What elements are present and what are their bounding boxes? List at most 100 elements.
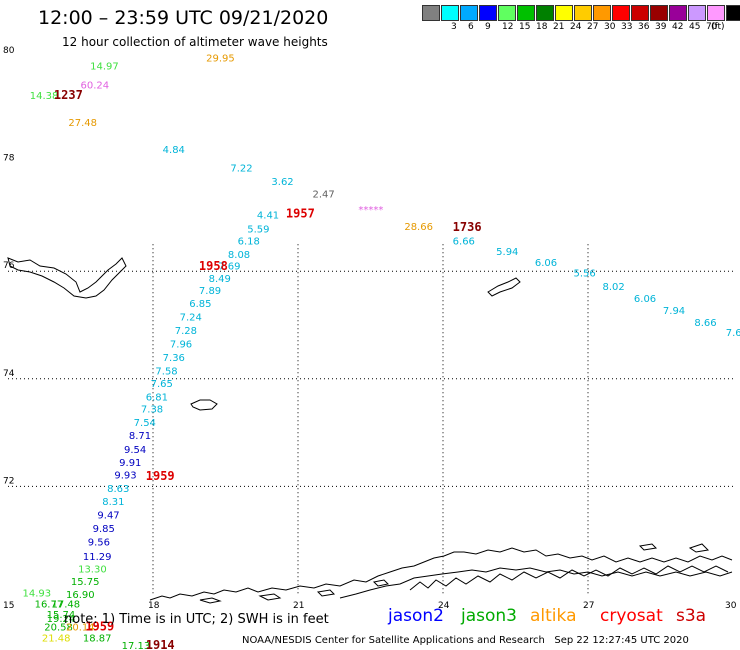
scale-label: 9 (485, 22, 491, 32)
scale-label: 42 (672, 22, 684, 32)
wave-height-value: 20.58 (44, 623, 73, 634)
scale-swatch (460, 5, 478, 21)
wave-height-value: 17.13 (122, 641, 151, 650)
wave-height-value: 9.93 (114, 470, 136, 481)
wave-height-value: ***** (358, 205, 383, 216)
scale-swatch (726, 5, 740, 21)
wave-height-value: 9.85 (93, 524, 115, 535)
pass-time-label: 1959 (85, 620, 114, 634)
scale-label: 3 (451, 22, 457, 32)
wave-height-value: 6.06 (535, 258, 557, 269)
wave-height-value: 7.65 (151, 379, 173, 390)
wave-height-value: 6.66 (453, 236, 475, 247)
lat-tick-label: 78 (3, 154, 15, 164)
scale-swatch (688, 5, 706, 21)
scale-label: 27 (587, 22, 599, 32)
pass-time-label: 1957 (286, 206, 315, 220)
scale-swatch (441, 5, 459, 21)
lat-tick-label: 76 (3, 261, 15, 271)
norway-inner-coast (339, 567, 733, 599)
wave-height-value: 9.91 (119, 458, 141, 469)
scale-label: 70 (706, 22, 718, 32)
scale-label: 39 (655, 22, 667, 32)
coastal-islands (199, 543, 710, 604)
pass-time-label: 1959 (146, 469, 175, 483)
wave-height-value: 8.63 (107, 484, 129, 495)
wave-height-value: 14.93 (23, 589, 52, 600)
lon-tick-label: 15 (3, 601, 14, 611)
wave-height-value: 9.47 (97, 511, 119, 522)
wave-height-observations: 14.97 29.95 60.24 14.38 27.48 4.84 7.22 3.62 2.4… (23, 53, 740, 650)
wave-height-value: 60.24 (81, 80, 110, 91)
scale-swatch (517, 5, 535, 21)
bear-island-coast (190, 399, 218, 411)
scale-swatch (479, 5, 497, 21)
scale-swatch (574, 5, 592, 21)
wave-height-value: 7.58 (155, 366, 177, 377)
wave-height-color-scale (422, 5, 740, 21)
lon-tick-label: 18 (148, 601, 160, 611)
wave-height-value: 21.48 (42, 633, 71, 644)
wave-height-value: 17.48 (52, 599, 81, 610)
credit-line: NOAA/NESDIS Center for Satellite Applica… (242, 635, 689, 646)
lat-lon-grid: 15 18 21 24 27 30 80 78 76 74 72 (3, 46, 737, 611)
wave-height-value: 29.95 (206, 53, 235, 64)
wave-height-value: 7.24 (180, 313, 202, 324)
wave-height-value: 13.30 (78, 564, 107, 575)
kong-karls-land-coast (487, 277, 521, 297)
svalbard-coast (7, 257, 127, 299)
footer-note: note: 1) Time is in UTC; 2) SWH is in fe… (64, 612, 329, 627)
wave-height-value: 7.69 (218, 262, 240, 273)
wave-height-value: 8.02 (603, 282, 625, 293)
wave-height-value: 15.75 (71, 577, 100, 588)
wave-height-value: 7.65 (726, 328, 740, 339)
scale-swatch (669, 5, 687, 21)
wave-height-value: 4.41 (257, 210, 279, 221)
wave-height-value: 6.06 (634, 294, 656, 305)
wave-height-value: 7.22 (230, 164, 252, 175)
wave-height-value: 11.29 (83, 552, 112, 563)
wave-height-value: 14.97 (90, 61, 119, 72)
scale-swatch (422, 5, 440, 21)
legend-cryosat: cryosat (600, 606, 663, 626)
lon-tick-label: 21 (293, 601, 304, 611)
wave-height-value: 18.87 (83, 633, 112, 644)
scale-label: 30 (604, 22, 616, 32)
scale-swatch (631, 5, 649, 21)
scale-label: 36 (638, 22, 650, 32)
lat-tick-label: 74 (3, 369, 15, 379)
map-title: 12:00 – 23:59 UTC 09/21/2020 (38, 7, 329, 29)
wave-height-value: 9.56 (88, 538, 110, 549)
wave-height-value: 6.85 (189, 299, 211, 310)
wave-height-value: 7.96 (170, 340, 192, 351)
scale-swatch (650, 5, 668, 21)
norway-fjords (409, 565, 729, 591)
lon-tick-label: 24 (438, 601, 450, 611)
wave-height-value: 6.81 (146, 392, 168, 403)
legend-jason3: jason3 (461, 606, 517, 626)
scale-swatch (555, 5, 573, 21)
wave-height-value: 7.36 (163, 353, 185, 364)
lon-tick-label: 27 (583, 601, 594, 611)
scale-swatch (536, 5, 554, 21)
wave-height-value: 20.14 (66, 623, 95, 634)
lat-tick-label: 72 (3, 476, 14, 486)
lon-tick-label: 30 (725, 601, 737, 611)
wave-height-value: 7.38 (141, 405, 163, 416)
scale-label: 15 (519, 22, 531, 32)
scale-label: 24 (570, 22, 582, 32)
pass-time-label: 1914 (146, 638, 175, 650)
map-subtitle: 12 hour collection of altimeter wave hei… (62, 35, 328, 49)
wave-height-value: 7.28 (175, 326, 197, 337)
wave-height-value: 9.54 (124, 445, 146, 456)
scale-swatch (707, 5, 725, 21)
lat-tick-label: 80 (3, 46, 15, 56)
pass-time-label: 1736 (453, 220, 482, 234)
scale-label: 21 (553, 22, 565, 32)
wave-height-value: 15.74 (47, 610, 76, 621)
wave-height-value: 8.66 (694, 318, 716, 329)
scale-label: 33 (621, 22, 633, 32)
wave-height-value: 7.89 (199, 286, 221, 297)
legend-s3a: s3a (676, 606, 707, 626)
